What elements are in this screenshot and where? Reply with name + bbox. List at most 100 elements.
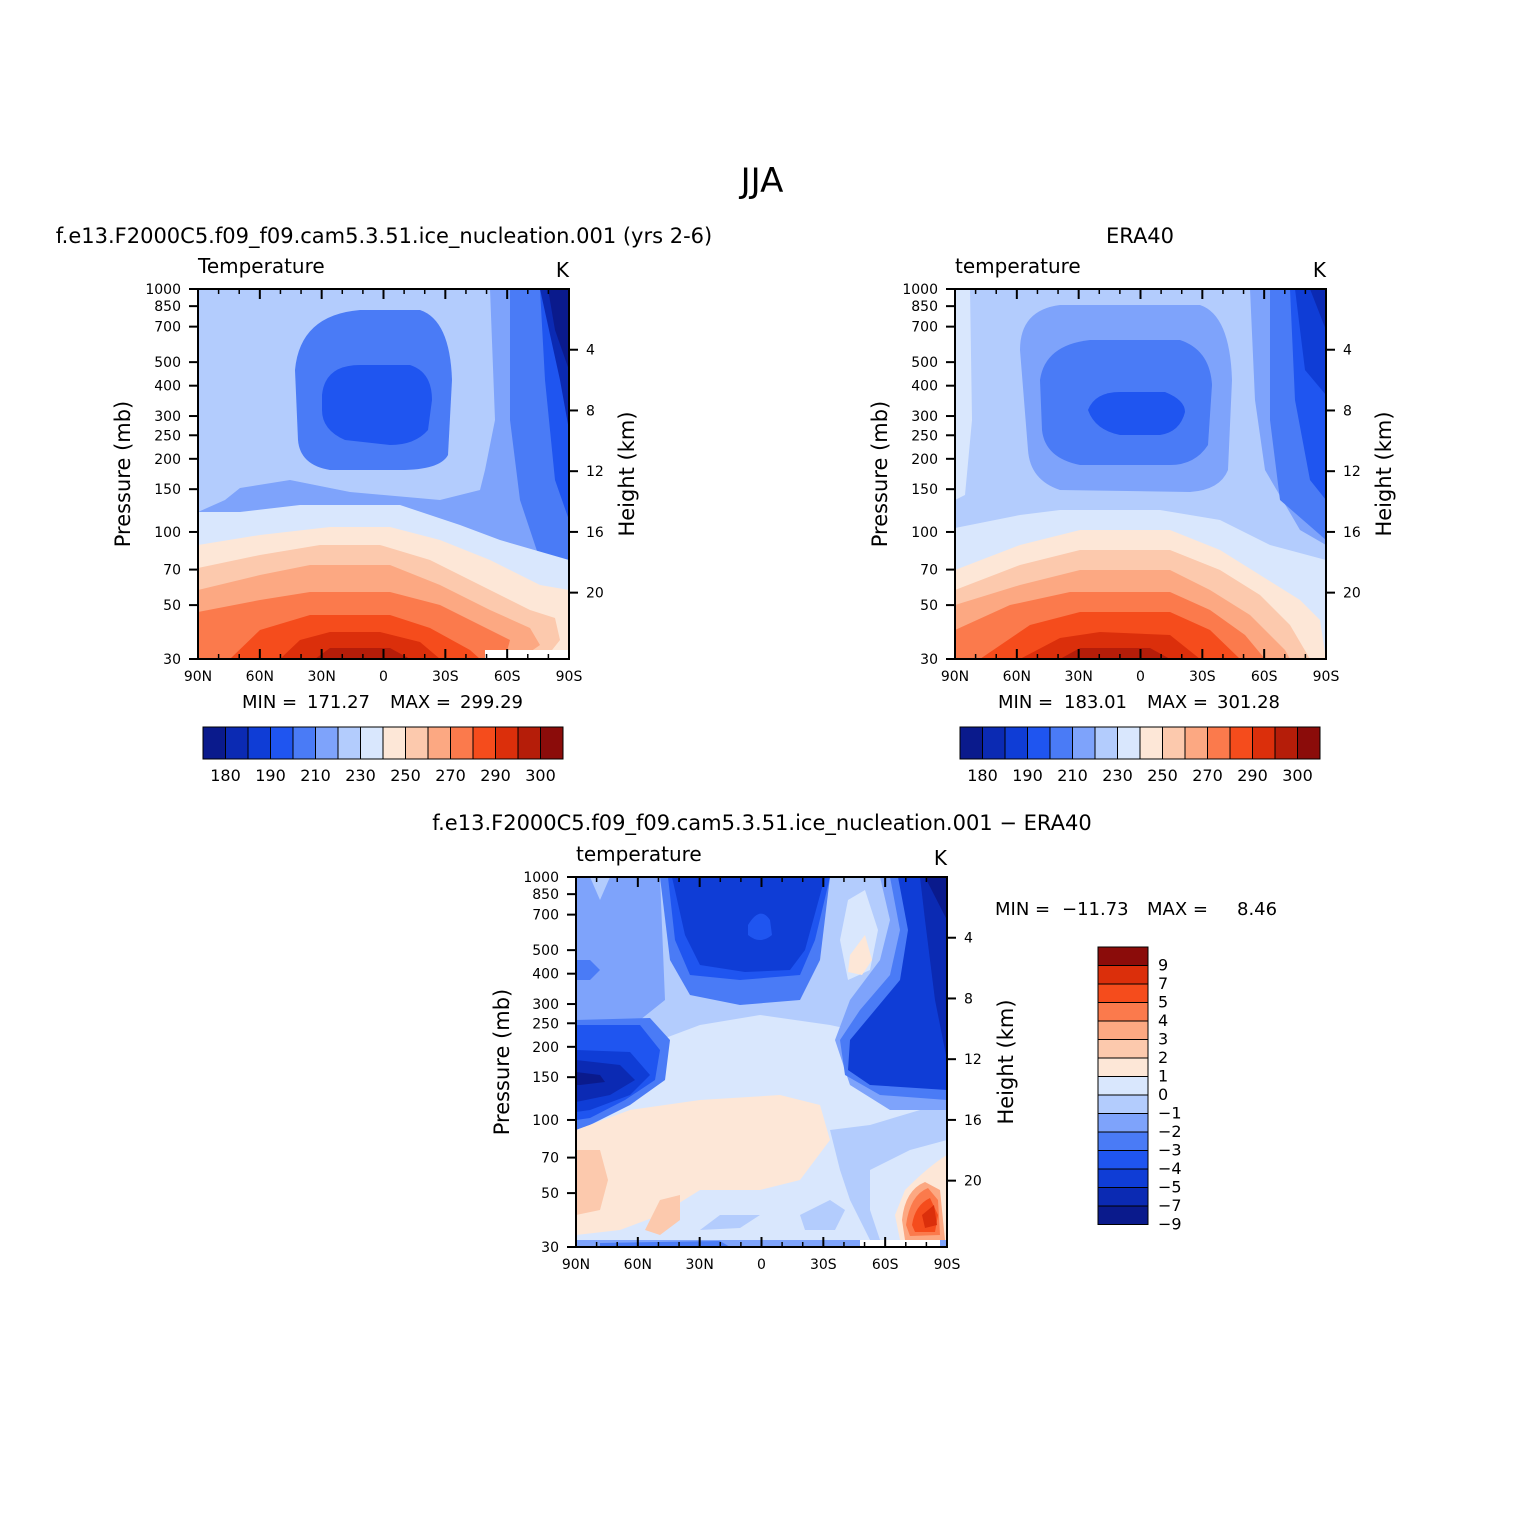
colorbar-swatch [225, 726, 249, 760]
x-tick-label: 60N [624, 1257, 652, 1273]
panel-obs-contours [955, 289, 1326, 659]
colorbar-swatch [1097, 1057, 1149, 1077]
colorbar-swatch [1097, 1205, 1149, 1225]
y-tick-label: 30 [163, 652, 181, 668]
colorbar-label: 250 [1147, 766, 1178, 785]
colorbar-label: 4 [1158, 1011, 1168, 1030]
colorbar-swatch [472, 726, 496, 760]
y-tick-label: 30 [920, 652, 938, 668]
y-tick-label: 200 [911, 452, 938, 468]
panel-diff-ylabel: Pressure (mb) [490, 989, 514, 1136]
colorbar-swatch [1094, 726, 1118, 760]
y-tick-label: 300 [154, 409, 181, 425]
y-tick-label: 300 [911, 409, 938, 425]
colorbar-label: −1 [1158, 1104, 1182, 1123]
colorbar-swatch [202, 726, 226, 760]
y-tick-label: 250 [532, 1016, 559, 1032]
y-tick-label: 150 [154, 482, 181, 498]
x-tick-label: 30N [1065, 669, 1093, 685]
y-right-tick-label: 20 [1343, 586, 1361, 602]
x-tick-label: 90S [934, 1257, 961, 1273]
y-tick-label: 700 [154, 320, 181, 336]
panel-model: f.e13.F2000C5.f09_f09.cam5.3.51.ice_nucl… [56, 224, 712, 785]
colorbar-label: 180 [210, 766, 241, 785]
panel-obs-max-value: 301.28 [1217, 692, 1280, 713]
colorbar-label: 1 [1158, 1067, 1168, 1086]
y-tick-label: 50 [920, 598, 938, 614]
y-right-tick-label: 16 [1343, 525, 1361, 541]
panel-diff: f.e13.F2000C5.f09_f09.cam5.3.51.ice_nucl… [432, 811, 1277, 1273]
y-tick-label: 70 [541, 1151, 559, 1167]
panel-model-title: f.e13.F2000C5.f09_f09.cam5.3.51.ice_nucl… [56, 224, 712, 249]
colorbar-swatch [315, 726, 339, 760]
y-right-tick-label: 12 [1343, 464, 1361, 480]
colorbar-label: −7 [1158, 1196, 1182, 1215]
colorbar-swatch [382, 726, 406, 760]
y-tick-label: 500 [154, 355, 181, 371]
x-tick-label: 60N [1003, 669, 1031, 685]
colorbar-label: 2 [1158, 1048, 1168, 1067]
colorbar-swatch [1004, 726, 1028, 760]
y-right-tick-label: 20 [964, 1174, 982, 1190]
x-tick-label: 0 [757, 1257, 766, 1273]
colorbar-label: 290 [480, 766, 511, 785]
panel-diff-max-label: MAX = [1147, 899, 1208, 920]
panel-diff-contours [576, 877, 947, 1247]
x-tick-label: 60S [1251, 669, 1278, 685]
colorbar-label: 0 [1158, 1085, 1168, 1104]
y-right-tick-label: 16 [586, 525, 604, 541]
colorbar-label: −9 [1158, 1215, 1182, 1234]
y-tick-label: 500 [911, 355, 938, 371]
y-right-tick-label: 12 [586, 464, 604, 480]
x-tick-label: 60S [872, 1257, 899, 1273]
panel-model-variable-label: Temperature [197, 254, 325, 278]
colorbar-swatch [1097, 1131, 1149, 1151]
panel-diff-variable-label: temperature [576, 842, 702, 866]
colorbar-swatch [360, 726, 384, 760]
x-tick-label: 0 [379, 669, 388, 685]
page-title: JJA [739, 161, 784, 201]
colorbar-swatch [1207, 726, 1231, 760]
colorbar-label: 300 [525, 766, 556, 785]
colorbar-swatch [337, 726, 361, 760]
y-tick-label: 50 [541, 1186, 559, 1202]
colorbar-label: 190 [255, 766, 286, 785]
panel-diff-ylabel-right: Height (km) [994, 999, 1018, 1124]
panel-model-max-label: MAX = [390, 692, 451, 713]
colorbar-swatch [1252, 726, 1276, 760]
y-tick-label: 850 [532, 887, 559, 903]
colorbar-swatch [1274, 726, 1298, 760]
colorbar-label: −4 [1158, 1159, 1182, 1178]
y-tick-label: 150 [911, 482, 938, 498]
x-tick-label: 30S [810, 1257, 837, 1273]
panel-obs-max-label: MAX = [1147, 692, 1208, 713]
colorbar-swatch [247, 726, 271, 760]
panel-obs-ylabel-right: Height (km) [1372, 411, 1396, 536]
x-tick-label: 30S [432, 669, 459, 685]
y-tick-label: 100 [911, 525, 938, 541]
x-tick-label: 90N [562, 1257, 590, 1273]
colorbar-swatch [427, 726, 451, 760]
colorbar-swatch [1297, 726, 1321, 760]
panel-diff-units-label: K [934, 846, 948, 870]
colorbar-swatch [1097, 1168, 1149, 1188]
y-right-tick-label: 8 [964, 991, 973, 1007]
y-right-tick-label: 4 [964, 931, 973, 947]
y-tick-label: 500 [532, 943, 559, 959]
colorbar-label: 9 [1158, 956, 1168, 975]
panel-diff-min-label: MIN = [995, 899, 1050, 920]
colorbar-label: 7 [1158, 974, 1168, 993]
x-tick-label: 60S [494, 669, 521, 685]
colorbar-swatch [517, 726, 541, 760]
colorbar-swatch [450, 726, 474, 760]
panel-diff-min-value: −11.73 [1062, 899, 1129, 920]
panel-model-ylabel-right: Height (km) [615, 411, 639, 536]
y-tick-label: 1000 [902, 282, 938, 298]
colorbar-swatch [405, 726, 429, 760]
y-tick-label: 700 [911, 320, 938, 336]
colorbar-label: −5 [1158, 1178, 1182, 1197]
y-right-tick-label: 12 [964, 1052, 982, 1068]
colorbar-swatch [1139, 726, 1163, 760]
colorbar-swatch [1097, 965, 1149, 985]
panel-obs-axes: 90N 60N 30N 0 30S 60S 90S 30 50 70 100 150 200 250 300… [902, 282, 1361, 685]
